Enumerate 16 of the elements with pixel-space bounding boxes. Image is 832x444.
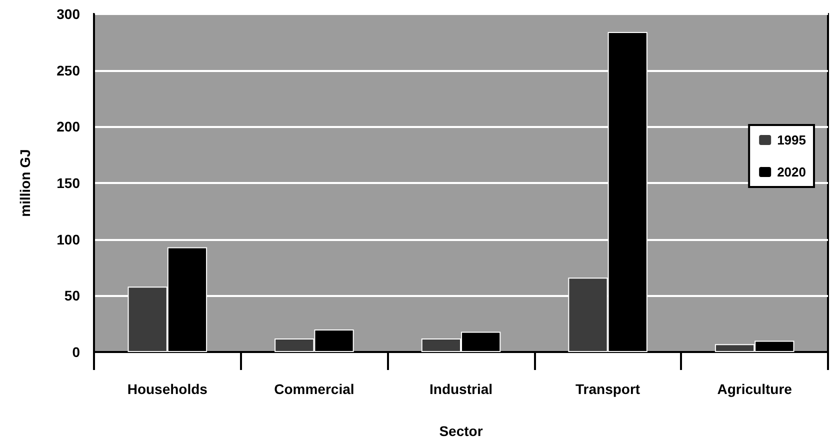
y-tick-label: 50 <box>64 288 80 304</box>
y-tick-label: 200 <box>56 118 80 135</box>
x-tick-label: Agriculture <box>717 381 792 397</box>
y-tick-label: 150 <box>56 175 80 191</box>
legend-label: 2020 <box>777 164 806 180</box>
x-tick-label: Households <box>127 381 208 397</box>
legend-label: 1995 <box>777 132 806 148</box>
x-tick-label: Transport <box>576 381 640 397</box>
y-tick-label: 250 <box>56 62 80 78</box>
x-axis-title: Sector <box>439 423 484 439</box>
y-tick-label: 100 <box>56 231 80 248</box>
y-tick-label: 0 <box>72 344 80 360</box>
x-tick-label: Industrial <box>429 381 493 397</box>
y-tick-label: 300 <box>56 6 80 22</box>
x-tick-label: Commercial <box>274 381 354 397</box>
y-axis-title: million GJ <box>17 149 33 217</box>
